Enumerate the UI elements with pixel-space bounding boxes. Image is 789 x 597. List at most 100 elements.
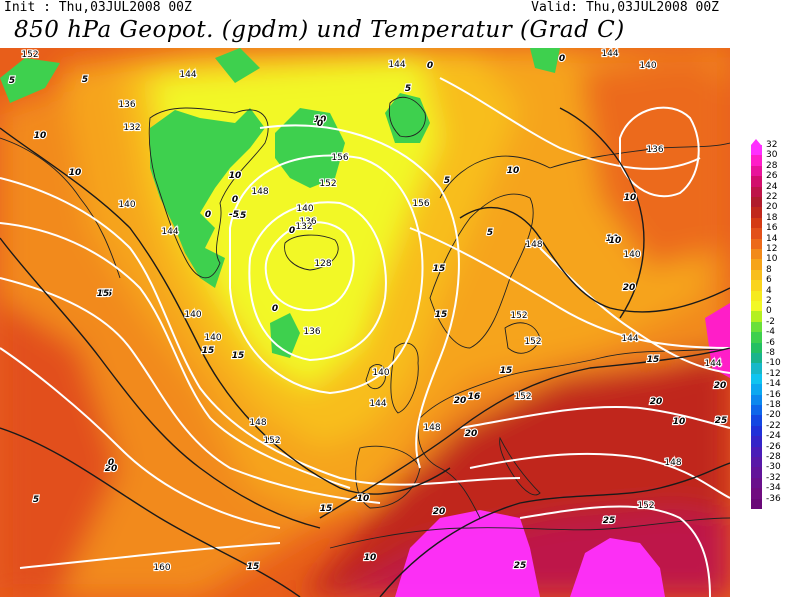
geopotential-label: 156 xyxy=(331,153,348,163)
temperature-label: 25 xyxy=(603,516,616,526)
geopotential-label: 144 xyxy=(388,60,405,70)
temperature-label: 10 xyxy=(673,417,686,427)
legend-label: 22 xyxy=(766,192,778,202)
legend-label: 26 xyxy=(766,171,778,182)
legend-label: -20 xyxy=(766,410,781,421)
temperature-label: 25 xyxy=(715,416,728,426)
geopotential-label: 152 xyxy=(319,179,336,189)
legend-swatch xyxy=(751,197,762,208)
geopotential-contours xyxy=(0,77,730,597)
temperature-label: 10 xyxy=(624,193,637,203)
geopotential-label: 148 xyxy=(251,187,268,197)
legend-swatch xyxy=(751,477,762,489)
geopotential-label: 140 xyxy=(204,333,221,343)
legend-swatch xyxy=(751,301,762,312)
legend-swatch xyxy=(751,165,762,177)
legend-swatch xyxy=(751,405,762,416)
temperature-label: 10 xyxy=(357,494,370,504)
legend-swatch xyxy=(751,217,762,229)
geopotential-label: 152 xyxy=(263,436,280,446)
legend-swatch xyxy=(751,249,762,260)
legend-swatch xyxy=(751,280,762,292)
legend-swatch xyxy=(751,425,762,437)
temperature-label: 20 xyxy=(714,381,727,391)
legend-swatch xyxy=(751,155,762,167)
legend-swatch xyxy=(751,238,762,250)
legend-label: 12 xyxy=(766,244,778,254)
temperature-label: 15 xyxy=(647,355,660,365)
temperature-label: 0 xyxy=(559,54,565,64)
geopotential-label: 144 xyxy=(161,227,178,237)
temperature-label: 20 xyxy=(433,507,446,517)
legend-label: 10 xyxy=(766,254,778,265)
legend-label: -34 xyxy=(766,483,781,494)
legend-label: 4 xyxy=(766,285,772,296)
legend-swatch xyxy=(751,207,762,219)
color-legend: 32 30 28 26 24 22 20 18 16 14 12 10 8 6 4 2 0 -2 -4 -6 -8 -10… xyxy=(751,139,789,511)
legend-label: 6 xyxy=(766,275,772,286)
legend-label: -26 xyxy=(766,441,781,452)
temperature-label: 10 xyxy=(364,553,377,563)
temperature-label: 5 xyxy=(405,84,411,94)
legend-swatch xyxy=(751,311,762,323)
legend-swatch xyxy=(751,373,762,385)
temperature-label: 5 xyxy=(444,176,450,186)
legend-label: 2 xyxy=(766,296,772,306)
legend-swatch xyxy=(751,446,762,458)
geopotential-label: 144 xyxy=(369,399,386,409)
temperature-label: 10 xyxy=(507,166,520,176)
temperature-label: -5 xyxy=(229,210,239,220)
legend-swatch xyxy=(751,363,762,375)
temperature-label: 5 xyxy=(487,228,493,238)
geopotential-label: 136 xyxy=(299,217,316,227)
temperature-label: 15 xyxy=(234,211,247,221)
temperature-label: 15 xyxy=(435,310,448,320)
temperature-label: 20 xyxy=(105,464,118,474)
geopotential-label: 152 xyxy=(637,501,654,511)
temperature-label: 15 xyxy=(433,264,446,274)
legend-label: 14 xyxy=(766,233,778,244)
geopotential-label: 140 xyxy=(639,61,656,71)
chart-title: 850 hPa Geopot. (gpdm) und Temperatur (G… xyxy=(14,17,625,43)
temperature-label: 0 xyxy=(205,210,211,220)
legend-swatch xyxy=(751,488,762,500)
temperature-label: 5 xyxy=(82,75,88,85)
legend-label: -4 xyxy=(766,327,775,338)
geopotential-label: 148 xyxy=(423,423,440,433)
temperature-label: 20 xyxy=(465,429,478,439)
geopotential-label: 132 xyxy=(295,222,312,232)
geopotential-label: 152 xyxy=(510,311,527,321)
legend-swatch xyxy=(751,436,762,448)
geopotential-label: 140 xyxy=(372,368,389,378)
geopotential-label: 148 xyxy=(249,418,266,428)
legend-swatch xyxy=(751,467,762,479)
geopotential-label: 144 xyxy=(704,359,721,369)
temperature-label: 10 xyxy=(69,168,82,178)
geopotential-label: 144 xyxy=(621,334,638,344)
temperature-label: 0 xyxy=(108,458,114,468)
geopotential-label: 148 xyxy=(664,458,681,468)
legend-swatch xyxy=(751,394,762,406)
temperature-label: 10 xyxy=(606,234,619,244)
geopotential-label: 148 xyxy=(525,240,542,250)
temperature-label: 20 xyxy=(623,283,636,293)
legend-swatch xyxy=(751,176,762,188)
temperature-label: 10 xyxy=(34,131,47,141)
temperature-labels: 5 5 10 10 15 15 15 15 10 10 5 0 0 0 0 -5 0 0 0 5 5 10 10 10 15 15… xyxy=(8,53,729,573)
temperature-label: 10 xyxy=(229,171,242,181)
temperature-label: 20 xyxy=(650,397,663,407)
geopotential-label: 136 xyxy=(118,100,135,110)
temperature-label: 15 xyxy=(232,351,245,361)
legend-label: -18 xyxy=(766,400,781,410)
temperature-label: 15 xyxy=(97,289,110,299)
geopotential-label: 152 xyxy=(524,337,541,347)
legend-swatch xyxy=(751,290,762,302)
geopotential-label: 140 xyxy=(296,204,313,214)
legend-label: 20 xyxy=(766,202,778,213)
temperature-label: 15 xyxy=(202,346,215,356)
legend-label: 18 xyxy=(766,212,778,223)
temperature-label: 0 xyxy=(289,226,295,236)
geopotential-label: 144 xyxy=(601,49,618,59)
geopotential-label: 128 xyxy=(314,259,331,269)
legend-label: 32 xyxy=(766,140,778,150)
